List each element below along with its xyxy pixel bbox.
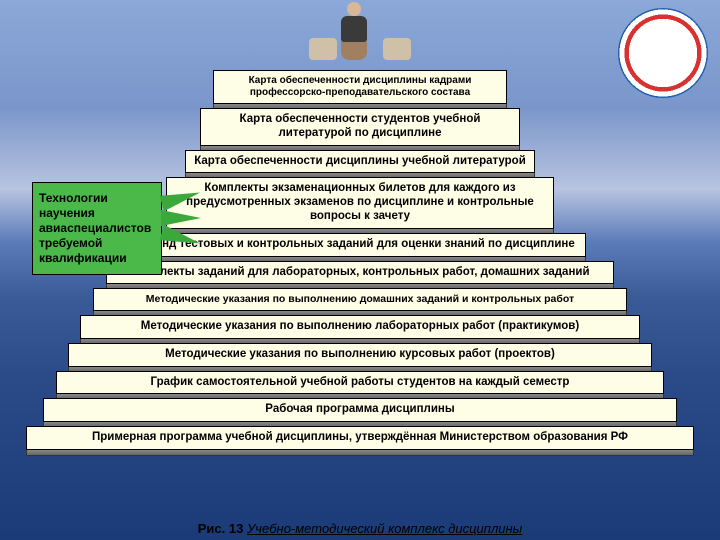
figure-caption: Рис. 13 Учебно-методический комплекс дис…	[198, 521, 522, 536]
pyramid-tier: График самостоятельной учебной работы ст…	[56, 371, 664, 395]
traveler-figure	[305, 0, 415, 72]
pyramid-tier: Карта обеспеченности дисциплины кадрами …	[213, 70, 507, 104]
arrow-icon	[160, 185, 203, 211]
arrow-icon	[161, 210, 201, 226]
arrow-icon	[160, 225, 203, 251]
pyramid-tier: Карта обеспеченности дисциплины учебной …	[185, 150, 535, 174]
pyramid-tier: Методические указания по выполнению лабо…	[80, 315, 640, 339]
pyramid-tier: Методические указания по выполнению дома…	[93, 288, 627, 311]
callout-arrows	[161, 188, 207, 248]
pyramid-tier: Комплекты экзаменационных билетов для ка…	[166, 177, 554, 228]
pyramid-tier: Примерная программа учебной дисциплины, …	[26, 426, 694, 450]
pyramid-tier: Карта обеспеченности студентов учебной л…	[200, 108, 520, 146]
callout-box: Технологии научения авиаспециалистов тре…	[32, 182, 162, 275]
caption-prefix: Рис. 13	[198, 521, 247, 536]
caption-title: Учебно-методический комплекс дисциплины	[247, 521, 522, 536]
pyramid-tier: Комплекты заданий для лабораторных, конт…	[106, 261, 614, 285]
pyramid-tier: Рабочая программа дисциплины	[43, 398, 677, 422]
pyramid-tier: Методические указания по выполнению курс…	[68, 343, 652, 367]
